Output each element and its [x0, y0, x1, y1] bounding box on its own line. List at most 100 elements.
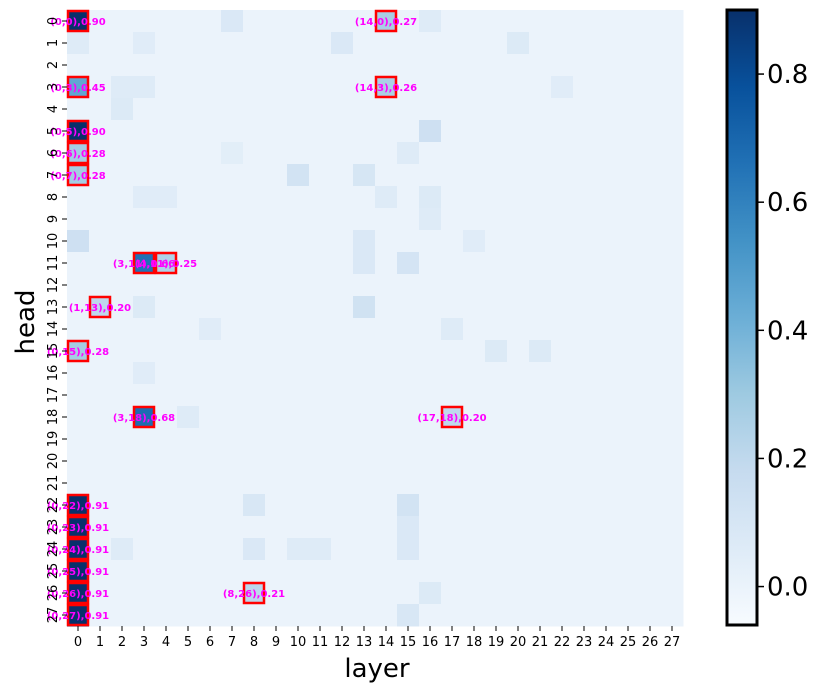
heatmap-cell — [485, 164, 508, 187]
x-tick-label: 3 — [140, 635, 148, 650]
heatmap-cell — [89, 362, 112, 385]
heatmap-cell — [243, 296, 266, 319]
heatmap-cell — [67, 252, 90, 275]
heatmap-cell — [529, 208, 552, 231]
x-tick-label: 2 — [118, 635, 126, 650]
heatmap-cell — [375, 428, 398, 451]
heatmap-cell — [595, 538, 618, 561]
heatmap-cell — [639, 428, 662, 451]
heatmap-cell — [397, 252, 420, 275]
heatmap-cell — [155, 604, 178, 627]
heatmap-cell — [485, 472, 508, 495]
heatmap-cell — [67, 76, 90, 99]
heatmap-cell — [287, 208, 310, 231]
heatmap-cell — [639, 230, 662, 253]
heatmap-cell — [397, 296, 420, 319]
heatmap-cell — [529, 472, 552, 495]
highlight-boxes — [66, 9, 464, 627]
heatmap-cell — [551, 582, 574, 605]
x-tick-label: 6 — [206, 635, 214, 650]
annotation-label: (3,11),0.66 — [113, 259, 175, 270]
annotation-label: (1,13),0.20 — [69, 303, 131, 314]
heatmap-cell — [595, 362, 618, 385]
heatmap-cell — [353, 516, 376, 539]
heatmap-cell — [331, 560, 354, 583]
heatmap-cell — [67, 472, 90, 495]
heatmap-cell — [639, 472, 662, 495]
colorbar-tick-label: 0.2 — [767, 444, 808, 474]
heatmap-cell — [617, 428, 640, 451]
heatmap-cell — [419, 406, 442, 429]
heatmap-cell — [331, 604, 354, 627]
heatmap-cell — [309, 604, 332, 627]
heatmap-cell — [177, 230, 200, 253]
heatmap-cell — [375, 604, 398, 627]
heatmap-cell — [265, 318, 288, 341]
heatmap-cell — [661, 120, 684, 143]
heatmap-cell — [265, 274, 288, 297]
heatmap-cell — [441, 164, 464, 187]
heatmap-cell — [155, 494, 178, 517]
heatmap-cell — [309, 318, 332, 341]
heatmap-cell — [331, 54, 354, 77]
heatmap-cell — [287, 428, 310, 451]
colorbar — [725, 8, 759, 627]
heatmap-cell — [155, 318, 178, 341]
heatmap-cell — [111, 186, 134, 209]
heatmap-cell — [485, 450, 508, 473]
heatmap-cell — [67, 164, 90, 187]
heatmap-cell — [375, 340, 398, 363]
y-tick-label: 19 — [46, 431, 61, 448]
heatmap-cell — [661, 340, 684, 363]
heatmap-cell — [243, 252, 266, 275]
annotation-label: (0,5),0.90 — [50, 127, 105, 138]
heatmap-cell — [67, 10, 90, 33]
x-tick-label: 5 — [184, 635, 192, 650]
heatmap-cell — [111, 516, 134, 539]
heatmap-cell — [529, 32, 552, 55]
heatmap-cell — [155, 208, 178, 231]
heatmap-cell — [529, 186, 552, 209]
heatmap-cell — [177, 186, 200, 209]
heatmap-cell — [441, 582, 464, 605]
highlight-box — [374, 75, 398, 99]
heatmap-cell — [199, 340, 222, 363]
heatmap-cell — [573, 406, 596, 429]
heatmap-cell — [375, 406, 398, 429]
heatmap-cell — [353, 120, 376, 143]
annotation-label: (3,18),0.68 — [113, 413, 175, 424]
highlight-box — [66, 603, 90, 627]
heatmap-cell — [551, 274, 574, 297]
heatmap-cell — [353, 76, 376, 99]
cell-annotations: (0,0),0.90 (14,0),0.27 (0,3),0.45 (14,3),0.… — [47, 17, 487, 622]
heatmap-cell — [221, 164, 244, 187]
heatmap-cell — [661, 560, 684, 583]
y-tick-label: 21 — [46, 475, 61, 492]
heatmap-cell — [375, 494, 398, 517]
heatmap-cell — [617, 538, 640, 561]
highlight-box — [66, 493, 90, 517]
heatmap-cell — [419, 318, 442, 341]
heatmap-cell — [419, 252, 442, 275]
heatmap-cell — [529, 98, 552, 121]
heatmap-cell — [551, 318, 574, 341]
heatmap-cell — [617, 318, 640, 341]
x-tick-label: 26 — [642, 635, 659, 650]
heatmap-cell — [353, 252, 376, 275]
heatmap-cell — [111, 428, 134, 451]
heatmap-cell — [551, 516, 574, 539]
highlight-box — [66, 141, 90, 165]
heatmap-cell — [375, 582, 398, 605]
heatmap-cell — [485, 32, 508, 55]
heatmap-cell — [529, 142, 552, 165]
heatmap-cell — [463, 538, 486, 561]
heatmap-cell — [199, 582, 222, 605]
heatmap-cell — [67, 560, 90, 583]
heatmap-cell — [441, 384, 464, 407]
heatmap-cell — [573, 296, 596, 319]
heatmap-cell — [309, 142, 332, 165]
heatmap-cell — [177, 538, 200, 561]
heatmap-cell — [309, 98, 332, 121]
heatmap-cell — [199, 142, 222, 165]
heatmap-cell — [177, 76, 200, 99]
